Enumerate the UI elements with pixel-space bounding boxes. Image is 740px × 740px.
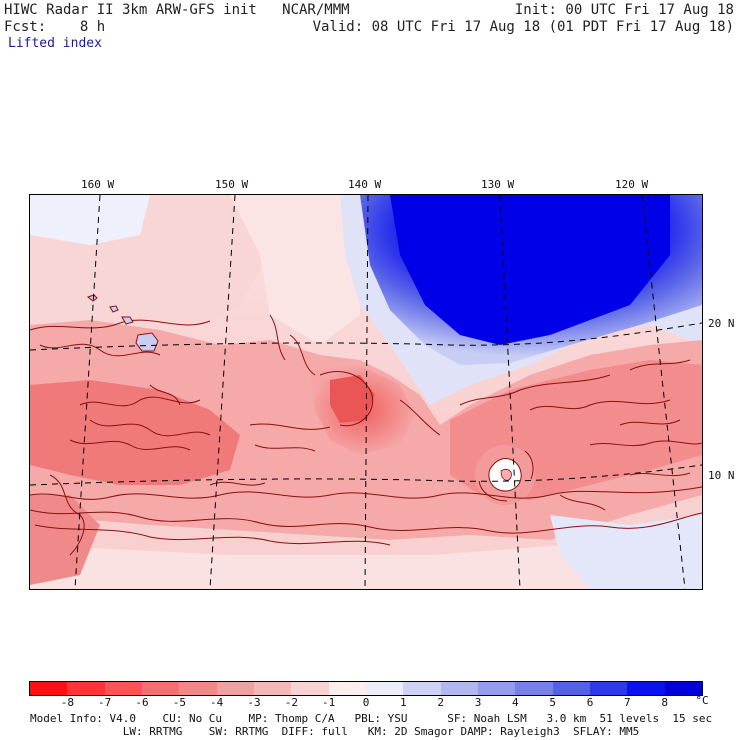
colorbar-tick-label: -4: [210, 696, 224, 709]
field-name: Lifted index: [8, 36, 102, 51]
colorbar-swatch: [216, 682, 254, 695]
graticule: [30, 195, 702, 589]
region-lightblue-nw: [30, 195, 150, 245]
region-red-west: [30, 380, 240, 485]
colorbar-swatch: [589, 682, 628, 695]
colorbar-swatch: [403, 682, 441, 695]
colorbar: [29, 681, 703, 696]
colorbar-swatch: [141, 682, 180, 695]
colorbar-swatch: [328, 682, 366, 695]
colorbar-swatch: [179, 682, 217, 695]
colorbar-tick-label: 0: [362, 696, 370, 709]
colorbar-swatch: [291, 682, 329, 695]
colorbar-tick-label: -6: [135, 696, 149, 709]
lon-label-140w: 140 W: [348, 178, 382, 191]
tropical-cyclone: [475, 445, 535, 505]
forecast-hour: Fcst: 8 h: [4, 19, 106, 35]
colorbar-tick-label: -3: [247, 696, 261, 709]
colorbar-tick-label: 4: [512, 696, 519, 709]
colorbar-tick-label: 5: [549, 696, 556, 709]
map-canvas: [30, 195, 702, 589]
colorbar-tick-label: 7: [624, 696, 631, 709]
valid-time: Valid: 08 UTC Fri 17 Aug 18 (01 PDT Fri …: [312, 19, 734, 35]
colorbar-unit: °C: [695, 694, 709, 707]
colorbar-swatch: [552, 682, 590, 695]
colorbar-swatch: [627, 682, 665, 695]
colorbar-tick-label: -5: [172, 696, 186, 709]
model-info-line2: LW: RRTMG SW: RRTMG DIFF: full KM: 2D Sm…: [30, 725, 640, 738]
colorbar-swatch: [104, 682, 142, 695]
colorbar-tick-label: -2: [284, 696, 298, 709]
lon-label-150w: 150 W: [215, 178, 249, 191]
init-time: Init: 00 UTC Fri 17 Aug 18: [514, 2, 734, 18]
lifted-index-map: [29, 194, 703, 590]
contour-lines: [30, 314, 702, 556]
lon-label-130w: 130 W: [481, 178, 515, 191]
colorbar-tick-label: -7: [98, 696, 112, 709]
region-red-central-core: [330, 375, 375, 423]
colorbar-swatch: [440, 682, 478, 695]
colorbar-tick-label: 3: [474, 696, 482, 709]
colorbar-swatch: [477, 682, 516, 695]
region-blue-deep: [390, 195, 670, 345]
lat-label-10n: 10 N: [708, 469, 735, 482]
colorbar-tick-label: -1: [322, 696, 336, 709]
colorbar-swatch: [30, 682, 68, 695]
colorbar-swatch: [664, 682, 702, 695]
plot-title: HIWC Radar II 3km ARW-GFS init NCAR/MMM: [4, 2, 350, 18]
colorbar-tick-label: 2: [437, 696, 444, 709]
lat-label-20n: 20 N: [708, 317, 735, 330]
colorbar-tick-label: 6: [586, 696, 594, 709]
colorbar-swatch: [365, 682, 404, 695]
colorbar-swatch: [253, 682, 292, 695]
colorbar-tick-label: 1: [400, 696, 407, 709]
colorbar-swatch: [67, 682, 105, 695]
hawaii-islands: [86, 294, 159, 352]
colorbar-tick-label: 8: [661, 696, 668, 709]
colorbar-tick-label: -8: [60, 696, 74, 709]
region-pale-north: [230, 195, 360, 345]
region-pale-far-south: [30, 535, 702, 589]
region-lightblue-se: [550, 515, 702, 589]
lon-label-120w: 120 W: [615, 178, 649, 191]
model-info-line1: Model Info: V4.0 CU: No Cu MP: Thomp C/A…: [30, 712, 713, 725]
colorbar-swatch: [515, 682, 553, 695]
lon-label-160w: 160 W: [81, 178, 115, 191]
